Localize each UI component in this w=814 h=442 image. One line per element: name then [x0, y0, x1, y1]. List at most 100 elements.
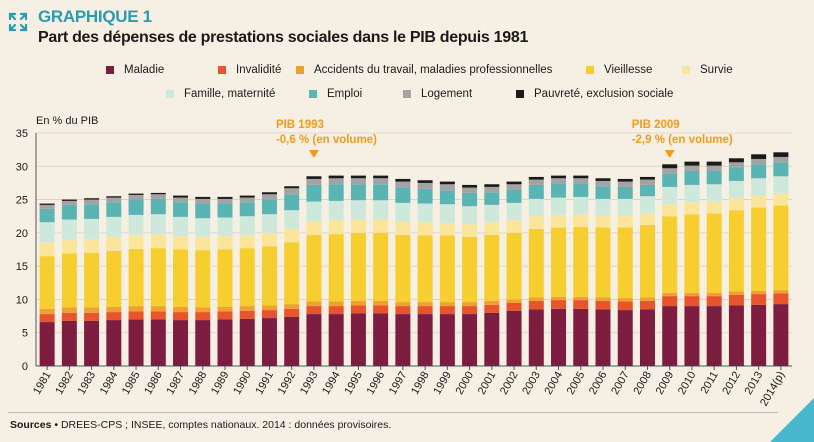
- bar-segment: [395, 302, 411, 307]
- bar-segment: [662, 204, 678, 217]
- x-tick-label: 2008: [631, 370, 654, 397]
- x-tick-label: 1996: [365, 370, 388, 397]
- legend-item: Maladie: [106, 64, 164, 76]
- bar-stack: [173, 195, 189, 366]
- bar-stack: [506, 181, 522, 366]
- x-tick-label: 2000: [454, 370, 477, 397]
- bar-segment: [350, 305, 366, 314]
- bar-segment: [261, 214, 277, 233]
- bar-segment: [195, 307, 211, 313]
- bar-stack: [284, 186, 300, 366]
- bar-segment: [173, 216, 189, 237]
- bar-segment: [684, 296, 700, 307]
- bar-segment: [528, 300, 544, 310]
- bar-segment: [551, 175, 567, 179]
- bar-stack: [728, 158, 744, 366]
- bar-segment: [306, 306, 322, 315]
- y-tick-label: 35: [16, 128, 28, 140]
- expand-icon[interactable]: [8, 12, 28, 32]
- bar-segment: [462, 184, 478, 188]
- bar-segment: [106, 306, 122, 313]
- bar-segment: [217, 217, 233, 237]
- bar-segment: [639, 300, 655, 310]
- bar-segment: [395, 202, 411, 222]
- legend-item: Accidents du travail, maladies professio…: [296, 64, 552, 76]
- bar-segment: [684, 184, 700, 203]
- bar-segment: [773, 290, 789, 294]
- x-tick-label: 1981: [31, 370, 54, 397]
- bar-segment: [617, 298, 633, 302]
- bar-segment: [773, 193, 789, 206]
- bar-segment: [217, 196, 233, 199]
- bar-segment: [439, 302, 455, 307]
- bar-stack: [84, 198, 100, 366]
- bar-segment: [751, 195, 767, 208]
- bar-segment: [84, 312, 100, 321]
- legend-label: Maladie: [124, 64, 165, 76]
- annotation-arrow: [664, 150, 675, 158]
- bar-segment: [462, 192, 478, 207]
- bar-segment: [328, 306, 344, 315]
- bar-segment: [239, 306, 255, 311]
- bar-segment: [128, 306, 144, 312]
- bar-segment: [528, 198, 544, 217]
- bar-segment: [484, 304, 500, 313]
- x-tick-label: 1998: [409, 370, 432, 397]
- x-tick-label: 1994: [320, 370, 343, 397]
- legend-item: Pauvreté, exclusion sociale: [516, 88, 673, 100]
- source-text: • DREES-CPS ; INSEE, comptes nationaux. …: [51, 419, 392, 431]
- legend-swatch: [296, 66, 304, 74]
- bar-segment: [506, 181, 522, 185]
- bar-segment: [328, 175, 344, 179]
- x-tick-label: 1983: [76, 370, 99, 397]
- bar-segment: [350, 178, 366, 185]
- bar-segment: [573, 214, 589, 227]
- x-tick-label: 2002: [498, 370, 521, 397]
- bar-segment: [173, 306, 189, 313]
- legend-label: Pauvreté, exclusion sociale: [534, 88, 674, 100]
- legend-item: Emploi: [309, 88, 362, 100]
- bar-stack: [306, 176, 322, 366]
- bar-segment: [261, 199, 277, 215]
- bar-segment: [284, 304, 300, 309]
- bar-segment: [506, 310, 522, 366]
- legend-label: Survie: [700, 64, 733, 76]
- bar-segment: [195, 198, 211, 204]
- x-tick-label: 1991: [253, 370, 276, 397]
- bar-segment: [261, 232, 277, 247]
- bar-segment: [439, 306, 455, 315]
- bar-segment: [350, 232, 366, 301]
- bar-segment: [150, 198, 166, 215]
- bar-segment: [284, 186, 300, 189]
- bar-segment: [728, 294, 744, 306]
- bar-stack: [617, 178, 633, 366]
- bar-segment: [150, 192, 166, 195]
- bar-segment: [328, 220, 344, 235]
- bar-segment: [528, 297, 544, 301]
- bar-segment: [173, 249, 189, 307]
- bar-segment: [173, 195, 189, 198]
- bar-segment: [706, 170, 722, 185]
- x-tick-label: 1992: [276, 370, 299, 397]
- bar-segment: [595, 309, 611, 366]
- bar-segment: [639, 176, 655, 180]
- bar-segment: [595, 186, 611, 199]
- bar-segment: [39, 203, 55, 205]
- annotation-text: PIB 2009: [632, 119, 680, 131]
- x-tick-label: 1997: [387, 370, 410, 397]
- bar-segment: [617, 310, 633, 366]
- bar-segment: [128, 248, 144, 307]
- bar-segment: [551, 300, 567, 309]
- bar-stack: [150, 192, 166, 366]
- bar-stack: [417, 180, 433, 366]
- bar-segment: [328, 314, 344, 366]
- bar-segment: [328, 301, 344, 307]
- legend-item: Vieillesse: [586, 64, 652, 76]
- bar-segment: [106, 202, 122, 217]
- bar-segment: [373, 184, 389, 201]
- legend-item: Invalidité: [218, 64, 281, 76]
- bar-segment: [417, 182, 433, 189]
- bar-segment: [306, 178, 322, 185]
- bar-segment: [751, 164, 767, 179]
- bar-segment: [506, 299, 522, 303]
